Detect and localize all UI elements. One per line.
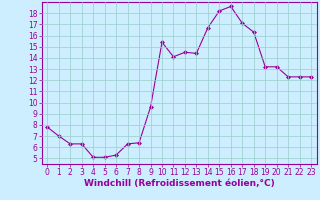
X-axis label: Windchill (Refroidissement éolien,°C): Windchill (Refroidissement éolien,°C) <box>84 179 275 188</box>
